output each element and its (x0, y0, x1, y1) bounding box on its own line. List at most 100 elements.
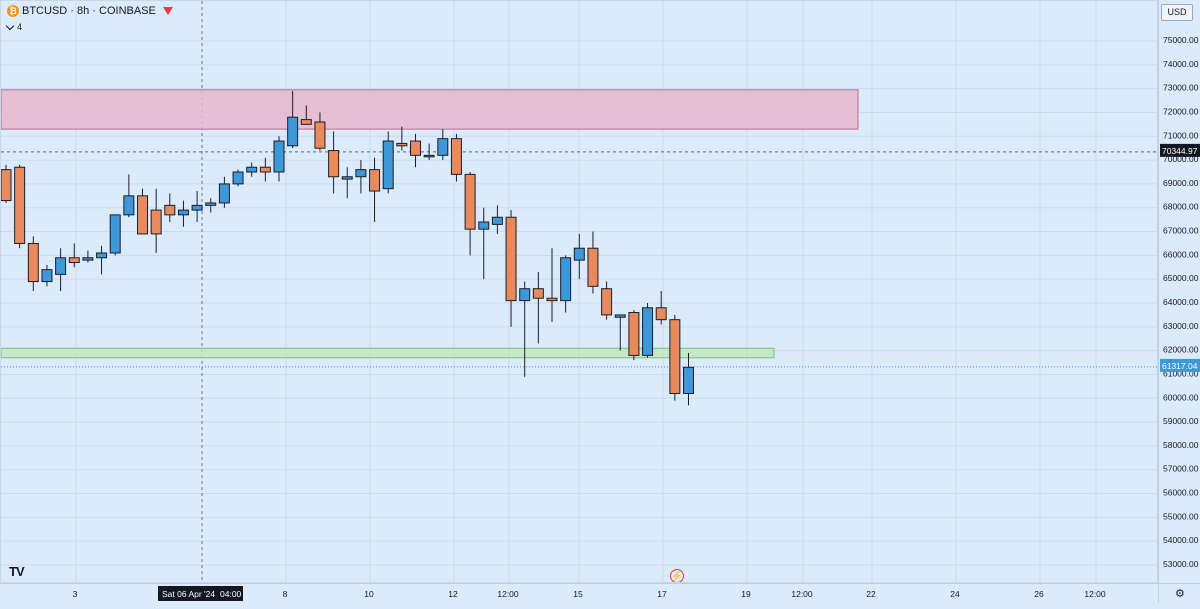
candle-body (628, 312, 640, 356)
candle-body (423, 154, 435, 158)
time-tick-label: 12 (448, 589, 458, 599)
time-tick-label: 8 (283, 589, 288, 599)
candle-body (560, 257, 572, 302)
price-axis-labels: 75000.00 74000.00 73000.00 72000.00 71000.00… (1160, 35, 1200, 569)
current-price-label-box (1160, 358, 1200, 372)
price-tick-label: 62000.00 (1163, 345, 1199, 355)
candle-body (532, 288, 544, 299)
candle-body (314, 121, 326, 149)
candle-body (369, 169, 381, 192)
chart-area[interactable]: ₿ BTCUSD · 8h · COINBASE 4 TV ⚡ (0, 0, 1158, 583)
candle-body (505, 216, 517, 302)
indicator-toggle[interactable]: 4 (5, 21, 23, 32)
time-axis-labels: 3 Sat 06 Apr '24 04:00 8 10 12 12:00 15 17 19 12:0… (73, 586, 1106, 601)
candle-body (205, 202, 217, 206)
candle-body (300, 119, 312, 125)
candle-body (96, 252, 108, 259)
currency-button[interactable]: USD (1161, 4, 1193, 21)
price-tick-label: 66000.00 (1163, 249, 1199, 259)
candle-body (642, 307, 654, 356)
candle-body (478, 221, 490, 230)
candle-body (287, 116, 299, 147)
candle-body (109, 214, 121, 254)
time-tick-label: 15 (573, 589, 583, 599)
price-tick-label: 68000.00 (1163, 202, 1199, 212)
last-price-label-text: 70344.97 (1162, 146, 1198, 156)
price-tick-label: 71000.00 (1163, 130, 1199, 140)
chart-canvas[interactable] (1, 1, 1158, 583)
candle-body (82, 257, 94, 261)
candle-body (177, 209, 189, 216)
candle-body (464, 173, 476, 230)
bitcoin-icon: ₿ (7, 5, 19, 17)
candle-body (232, 171, 244, 185)
price-tick-label: 67000.00 (1163, 226, 1199, 236)
price-tick-label: 75000.00 (1163, 35, 1199, 45)
candle-body (341, 176, 353, 180)
candle-body (587, 247, 599, 287)
candle-body (1, 169, 12, 202)
price-axis[interactable]: 75000.00 74000.00 73000.00 72000.00 71000.00… (1158, 0, 1200, 583)
symbol-legend[interactable]: ₿ BTCUSD · 8h · COINBASE (7, 5, 173, 17)
price-tick-label: 73000.00 (1163, 83, 1199, 93)
candle-body (14, 166, 26, 244)
price-tick-label: 64000.00 (1163, 297, 1199, 307)
tradingview-logo[interactable]: TV (9, 564, 25, 579)
candle-body (546, 297, 558, 302)
crosshair-time-label: Sat 06 Apr '24 (162, 589, 215, 599)
time-tick-label: 24 (950, 589, 960, 599)
price-tick-label: 54000.00 (1163, 535, 1199, 545)
candle-body (137, 195, 148, 235)
crosshair-time-label: 04:00 (220, 589, 242, 599)
candle-body (150, 209, 162, 235)
price-tick-label: 57000.00 (1163, 464, 1199, 474)
price-tick-label: 61000.00 (1163, 368, 1199, 378)
time-tick-label: 26 (1034, 589, 1044, 599)
symbol-title[interactable]: BTCUSD · 8h · COINBASE (22, 5, 156, 17)
candle-body (519, 288, 531, 302)
flash-icon[interactable]: ⚡ (670, 569, 684, 582)
candle-body (355, 169, 367, 178)
time-tick-label: 3 (73, 589, 78, 599)
price-tick-label: 72000.00 (1163, 106, 1199, 116)
candle-body (246, 166, 258, 173)
candle-body (123, 195, 135, 216)
candle-body (614, 314, 626, 318)
settings-icon[interactable]: ⚙ (1175, 588, 1185, 600)
time-axis[interactable]: 3 Sat 06 Apr '24 04:00 8 10 12 12:00 15 17 19 12:0… (0, 583, 1158, 603)
current-price-label-text: 61317.04 (1162, 361, 1198, 371)
time-tick-label: 12:00 (1084, 589, 1106, 599)
time-tick-label: 19 (741, 589, 751, 599)
candle-body (259, 166, 271, 173)
resistance-zone (1, 89, 859, 130)
price-tick-label: 65000.00 (1163, 273, 1199, 283)
price-tick-label: 70000.00 (1163, 154, 1199, 164)
flag-icon[interactable] (162, 7, 173, 15)
candle-body (396, 142, 408, 147)
candle-body (382, 140, 394, 190)
time-tick-label: 10 (364, 589, 374, 599)
price-tick-label: 58000.00 (1163, 440, 1199, 450)
candle-body (601, 288, 613, 316)
support-zone (1, 347, 775, 359)
axis-corner (1158, 583, 1200, 603)
price-tick-label: 53000.00 (1163, 559, 1199, 569)
candle-body (55, 257, 67, 275)
candle-body (655, 307, 667, 321)
candle-body (68, 257, 80, 264)
price-tick-label: 69000.00 (1163, 178, 1199, 188)
candle-body (450, 138, 462, 175)
chevron-down-icon[interactable] (5, 21, 15, 30)
candle-body (328, 150, 340, 178)
price-tick-label: 56000.00 (1163, 488, 1199, 498)
time-tick-label: 12:00 (497, 589, 519, 599)
candle-body (437, 138, 449, 156)
candle-body (191, 204, 203, 211)
indicator-count: 4 (17, 22, 23, 32)
crosshair-time-box (217, 586, 243, 601)
last-price-label-box (1160, 143, 1200, 157)
price-tick-label: 60000.00 (1163, 392, 1199, 402)
candle-body (683, 366, 694, 395)
price-tick-label: 74000.00 (1163, 59, 1199, 69)
candle-body (410, 140, 421, 156)
